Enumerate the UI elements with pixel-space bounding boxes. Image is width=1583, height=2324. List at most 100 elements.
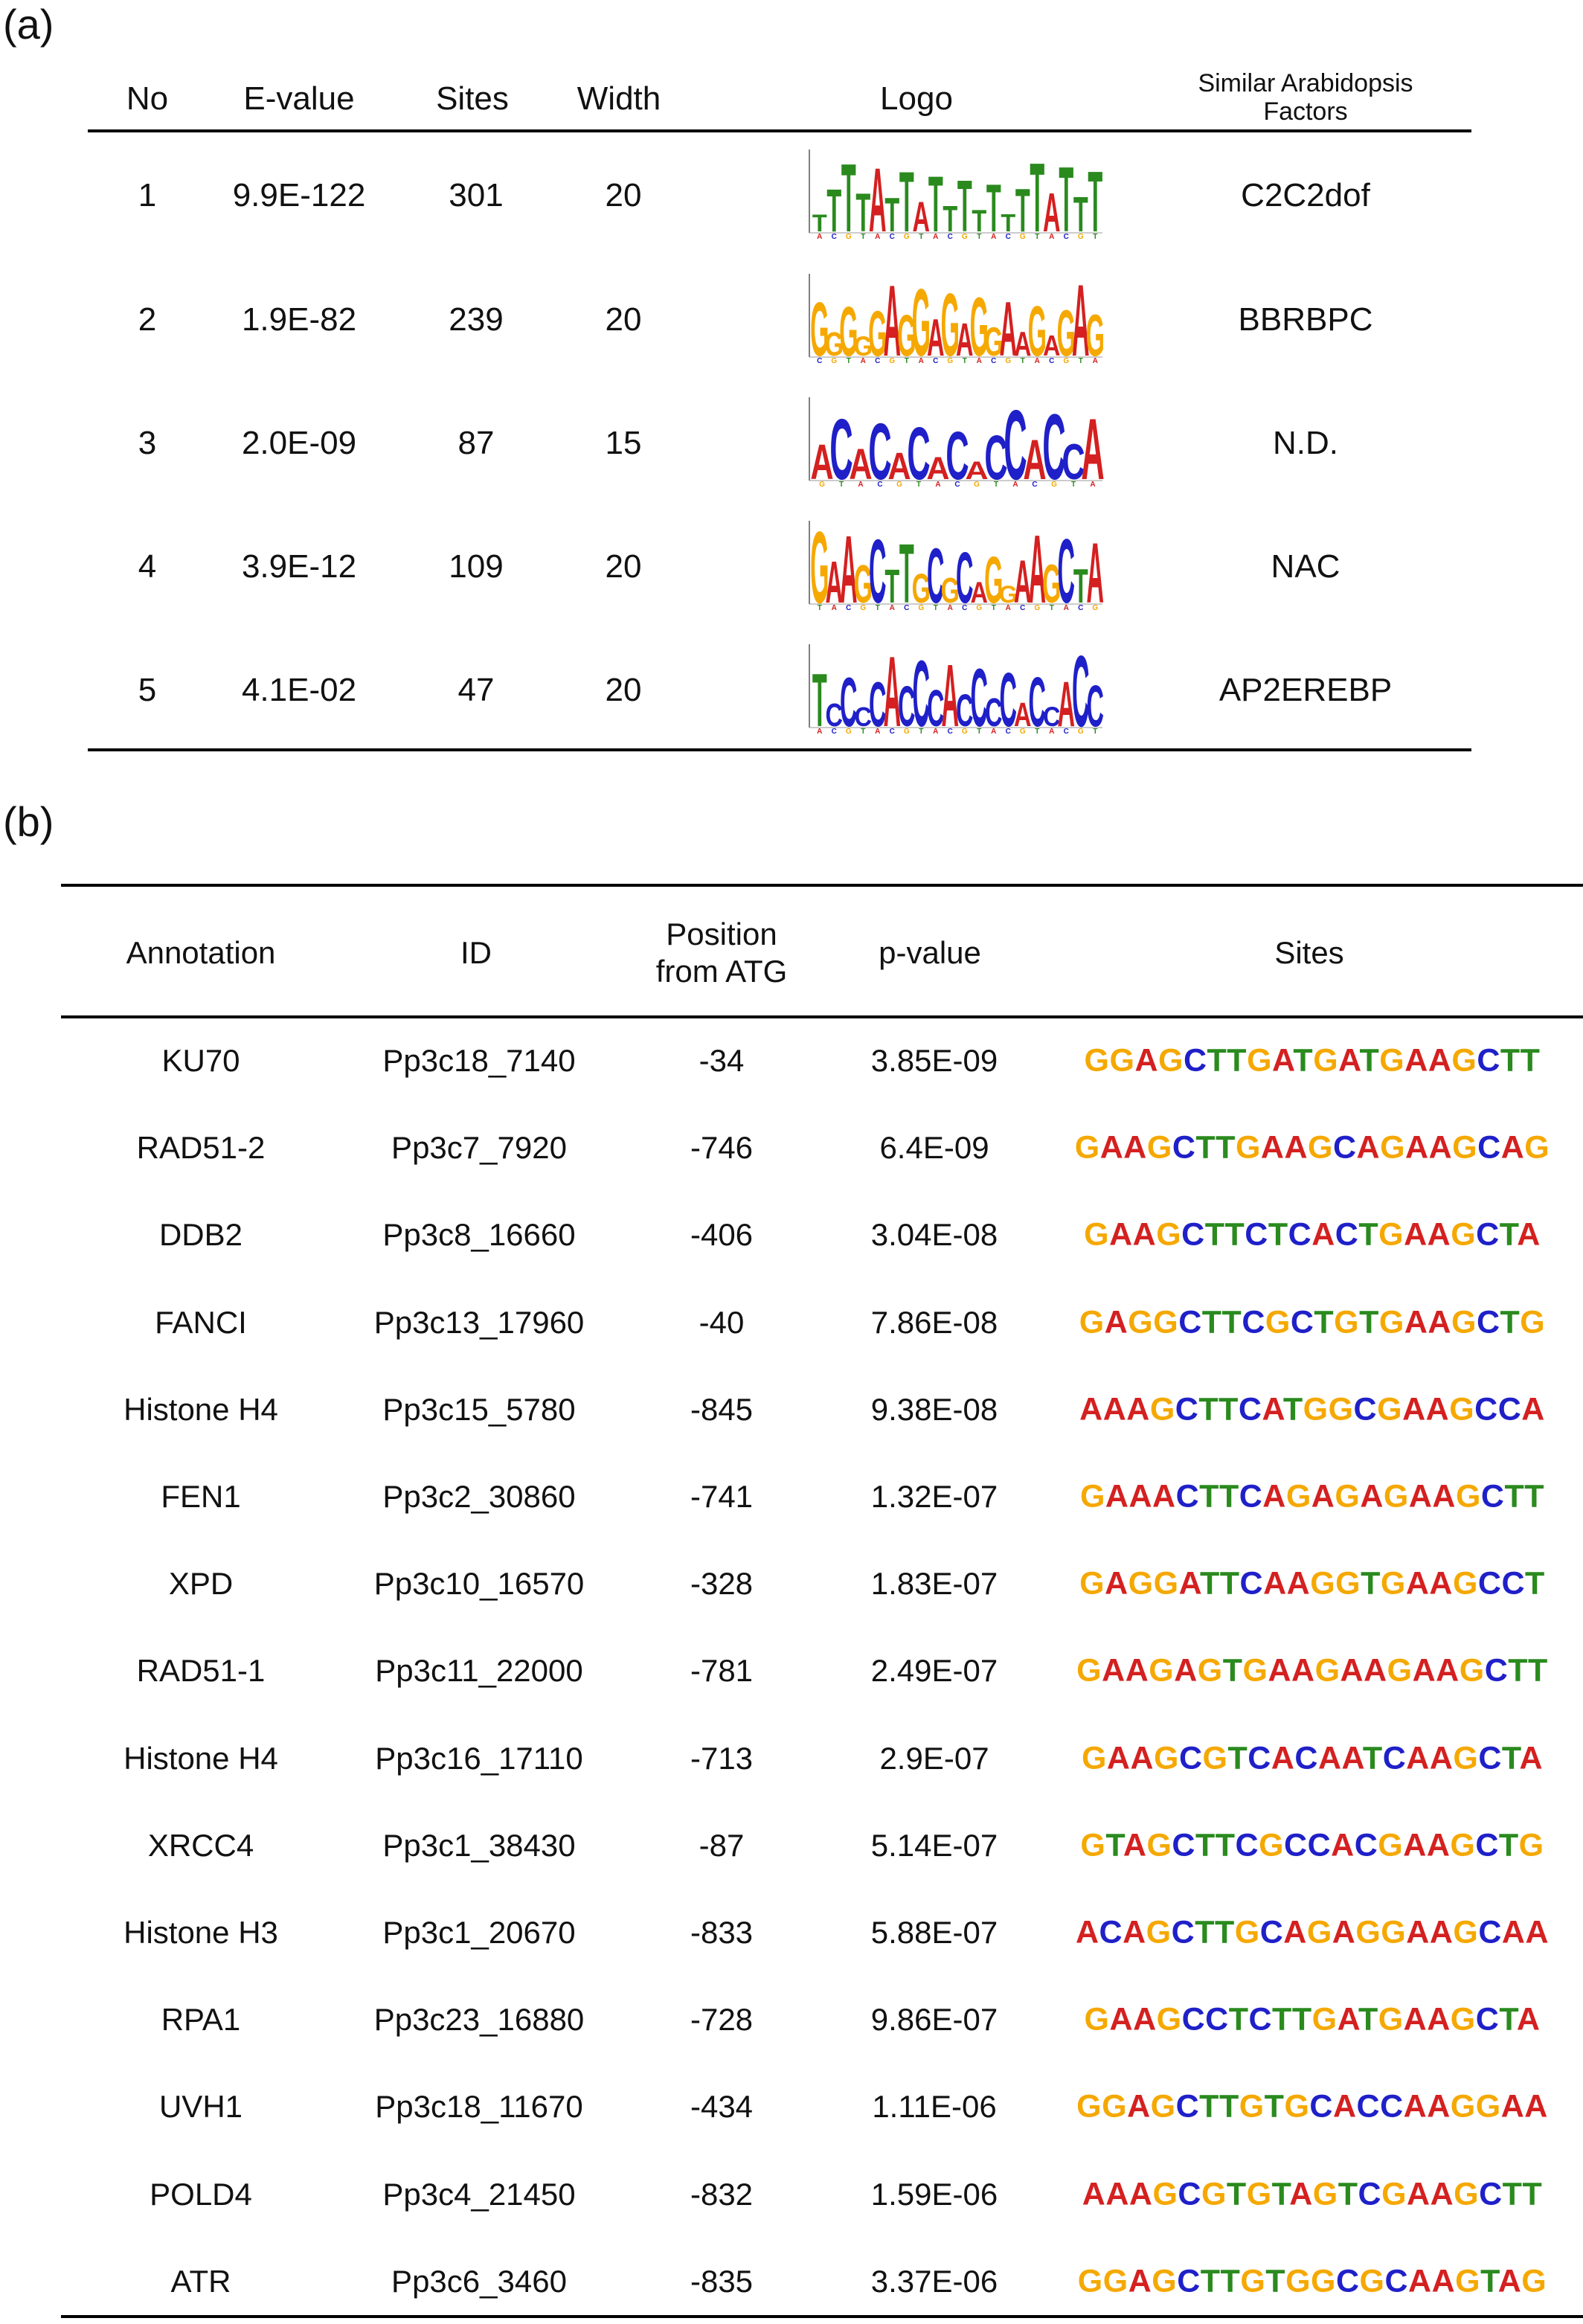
- nucleotide: A: [1123, 1827, 1147, 1864]
- row-annotation: Histone H3: [123, 1915, 278, 1950]
- row-id: Pp3c6_3460: [391, 2264, 567, 2299]
- nucleotide: T: [1201, 1304, 1222, 1341]
- nucleotide: A: [1426, 1827, 1451, 1864]
- nucleotide: G: [1383, 1478, 1409, 1515]
- logo-letter: A: [1058, 668, 1075, 736]
- logo-letter: C: [907, 412, 930, 489]
- logo-letter: T: [812, 658, 827, 736]
- logo-letter-minor: G: [831, 357, 837, 365]
- nucleotide: G: [1153, 1304, 1179, 1341]
- logo-letter: A: [884, 640, 901, 736]
- logo-letter: T: [826, 178, 841, 242]
- nucleotide: A: [1123, 1914, 1146, 1951]
- logo-letter: C: [1000, 658, 1017, 736]
- motif-factor: N.D.: [1273, 425, 1338, 461]
- nucleotide: A: [1356, 1129, 1381, 1166]
- panel-a-label: (a): [3, 1, 54, 48]
- nucleotide: G: [1303, 1391, 1329, 1428]
- nucleotide: A: [1271, 1740, 1295, 1776]
- nucleotide: C: [1477, 1129, 1501, 1166]
- row-position: -434: [690, 2089, 754, 2124]
- nucleotide: G: [1149, 1652, 1175, 1689]
- nucleotide: T: [1207, 1042, 1227, 1079]
- logo-letter-minor: T: [1093, 728, 1097, 736]
- logo-letter: G: [1028, 292, 1047, 366]
- nucleotide: G: [1378, 1304, 1404, 1341]
- motif-no: 4: [138, 548, 157, 585]
- nucleotide: C: [1171, 1914, 1195, 1951]
- logo-letter-minor: G: [962, 233, 968, 241]
- nucleotide: A: [1403, 2001, 1428, 2038]
- nucleotide: G: [1521, 2263, 1547, 2299]
- header-width: Width: [577, 80, 661, 117]
- logo-letter: G: [825, 326, 844, 364]
- row-pvalue: 1.83E-07: [870, 1566, 998, 1601]
- nucleotide: T: [1221, 1304, 1242, 1341]
- nucleotide: T: [1226, 2176, 1247, 2212]
- logo-letter: T: [972, 203, 986, 238]
- logo-letter: A: [1029, 516, 1046, 613]
- motif-evalue: 2.0E-09: [241, 425, 357, 461]
- nucleotide: A: [1407, 2176, 1431, 2212]
- motif-width: 20: [605, 177, 642, 214]
- nucleotide: G: [1524, 1129, 1550, 1166]
- logo-letter: T: [899, 527, 914, 613]
- nucleotide: G: [1154, 1740, 1179, 1776]
- row-position: -781: [690, 1653, 754, 1688]
- logo-letter: T: [1030, 145, 1044, 242]
- nucleotide: C: [1239, 1565, 1264, 1602]
- nucleotide: G: [1156, 2001, 1182, 2038]
- logo-letter: G: [810, 287, 829, 366]
- nucleotide: A: [1102, 1652, 1126, 1689]
- nucleotide: A: [1429, 1740, 1454, 1776]
- nucleotide: G: [1247, 1042, 1273, 1079]
- nucleotide: A: [1291, 1652, 1315, 1689]
- nucleotide: A: [1432, 1478, 1456, 1515]
- nucleotide: T: [1227, 1042, 1248, 1079]
- logo-letter-minor: T: [839, 481, 844, 489]
- logo-letter-minor: A: [977, 357, 982, 365]
- nucleotide: G: [1450, 1827, 1476, 1864]
- logo-letter-minor: G: [846, 728, 852, 736]
- nucleotide: A: [1283, 1914, 1307, 1951]
- motif-factor: NAC: [1271, 548, 1340, 585]
- binding-site-sequence: GAAGAGTGAAGAAGAAGCTT: [1076, 1653, 1548, 1689]
- nucleotide: T: [1502, 2176, 1523, 2212]
- row-pvalue: 2.9E-07: [879, 1741, 989, 1776]
- header-id: ID: [460, 935, 492, 970]
- nucleotide: T: [1198, 1391, 1219, 1428]
- nucleotide: A: [1428, 1129, 1453, 1166]
- nucleotide: T: [1314, 1304, 1335, 1341]
- header-evalue: E-value: [243, 80, 355, 117]
- row-pvalue: 1.11E-06: [872, 2089, 997, 2124]
- nucleotide: C: [1178, 1304, 1202, 1341]
- row-pvalue: 3.85E-09: [870, 1043, 998, 1078]
- nucleotide: G: [1380, 1129, 1406, 1166]
- logo-letter: C: [840, 664, 857, 736]
- logo-letter-minor: C: [890, 233, 895, 241]
- nucleotide: A: [1404, 1042, 1428, 1079]
- row-id: Pp3c18_11670: [375, 2089, 583, 2124]
- row-pvalue: 1.32E-07: [870, 1479, 998, 1514]
- row-annotation: Histone H4: [123, 1741, 278, 1776]
- nucleotide: T: [1195, 1827, 1216, 1864]
- nucleotide: G: [1077, 2263, 1103, 2299]
- nucleotide: C: [1172, 1129, 1196, 1166]
- nucleotide: G: [1079, 1565, 1105, 1602]
- logo-letter-minor: T: [919, 233, 923, 241]
- logo-letter-minor: T: [1093, 233, 1097, 241]
- nucleotide: T: [1499, 2001, 1517, 2038]
- nucleotide: C: [1205, 2001, 1229, 2038]
- nucleotide: G: [1149, 1391, 1175, 1428]
- row-annotation: FEN1: [161, 1479, 241, 1514]
- nucleotide: C: [1307, 1827, 1332, 1864]
- nucleotide: A: [1105, 1565, 1128, 1602]
- nucleotide: A: [1105, 1478, 1129, 1515]
- logo-letter-minor: G: [819, 481, 825, 489]
- nucleotide: G: [1146, 1914, 1172, 1951]
- nucleotide: T: [1271, 2176, 1290, 2212]
- logo-letter-minor: A: [817, 728, 822, 736]
- nucleotide: G: [1310, 1565, 1336, 1602]
- nucleotide: A: [1284, 1129, 1309, 1166]
- nucleotide: A: [1427, 2088, 1451, 2125]
